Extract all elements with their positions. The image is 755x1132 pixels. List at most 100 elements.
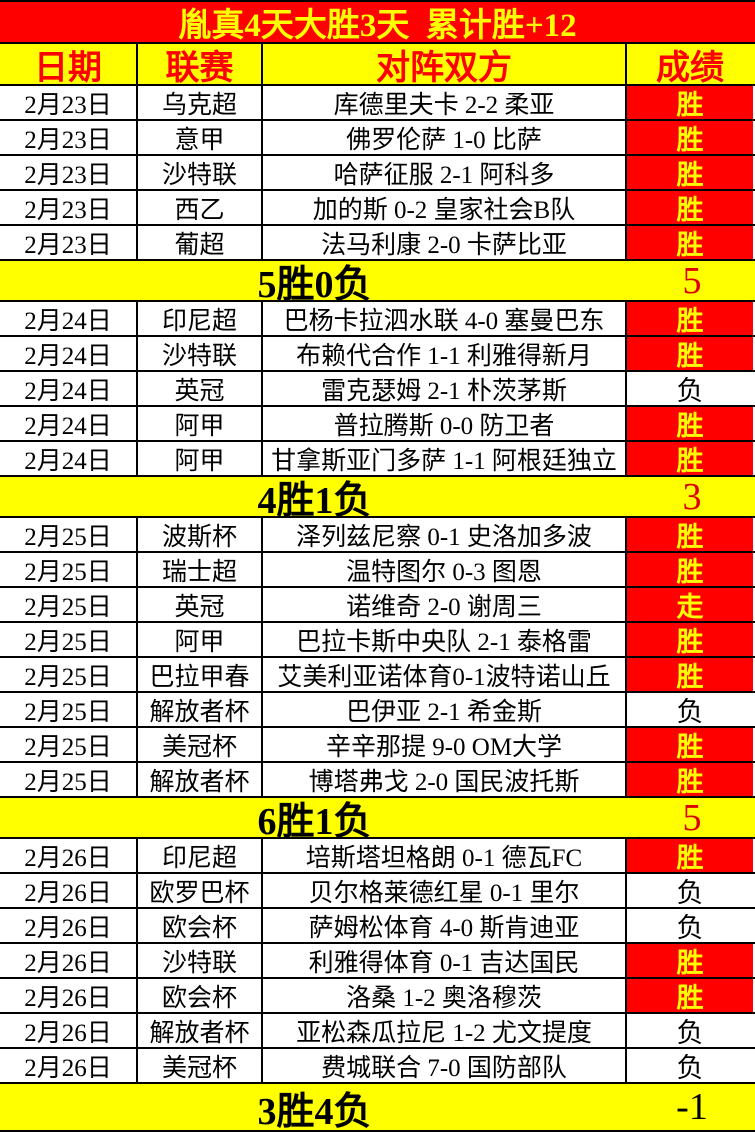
- match-cell: 博塔弗戈 2-0 国民波托斯: [263, 763, 627, 796]
- league-cell: 意甲: [138, 121, 263, 154]
- league-cell: 阿甲: [138, 442, 263, 475]
- league-cell: 乌克超: [138, 86, 263, 119]
- result-cell: 胜: [627, 623, 753, 656]
- summary-row: 4胜1负 3: [0, 477, 755, 518]
- match-cell: 温特图尔 0-3 图恩: [263, 553, 627, 586]
- league-cell: 英冠: [138, 588, 263, 621]
- date-cell: 2月25日: [0, 623, 138, 656]
- league-cell: 英冠: [138, 372, 263, 405]
- date-cell: 2月25日: [0, 588, 138, 621]
- table-row: 2月25日 英冠 诺维奇 2-0 谢周三走: [0, 588, 755, 623]
- date-cell: 2月23日: [0, 156, 138, 189]
- match-cell: 普拉腾斯 0-0 防卫者: [263, 407, 627, 440]
- result-cell: 胜: [627, 518, 753, 551]
- league-cell: 印尼超: [138, 302, 263, 335]
- match-cell: 佛罗伦萨 1-0 比萨: [263, 121, 627, 154]
- header-date: 日期: [0, 44, 138, 84]
- result-cell: 负: [627, 909, 753, 942]
- league-cell: 沙特联: [138, 156, 263, 189]
- date-cell: 2月26日: [0, 1014, 138, 1047]
- date-cell: 2月26日: [0, 874, 138, 907]
- date-cell: 2月25日: [0, 728, 138, 761]
- match-cell: 利雅得体育 0-1 吉达国民: [263, 944, 627, 977]
- league-cell: 印尼超: [138, 839, 263, 872]
- match-cell: 萨姆松体育 4-0 斯肯迪亚: [263, 909, 627, 942]
- date-cell: 2月24日: [0, 372, 138, 405]
- table-row: 2月24日 印尼超 巴杨卡拉泗水联 4-0 塞曼巴东胜: [0, 302, 755, 337]
- result-cell: 胜: [627, 658, 753, 691]
- result-cell: 负: [627, 1014, 753, 1047]
- match-cell: 贝尔格莱德红星 0-1 里尔: [263, 874, 627, 907]
- match-cell: 雷克瑟姆 2-1 朴茨茅斯: [263, 372, 627, 405]
- result-cell: 胜: [627, 944, 753, 977]
- result-cell: 胜: [627, 226, 753, 259]
- match-cell: 诺维奇 2-0 谢周三: [263, 588, 627, 621]
- league-cell: 解放者杯: [138, 1014, 263, 1047]
- table-row: 2月24日 阿甲 甘拿斯亚门多萨 1-1 阿根廷独立胜: [0, 442, 755, 477]
- league-cell: 美冠杯: [138, 728, 263, 761]
- result-cell: 胜: [627, 337, 753, 370]
- result-cell: 胜: [627, 839, 753, 872]
- match-cell: 泽列兹尼察 0-1 史洛加多波: [263, 518, 627, 551]
- league-cell: 波斯杯: [138, 518, 263, 551]
- table-row: 2月25日 美冠杯 辛辛那提 9-0 OM大学胜: [0, 728, 755, 763]
- date-cell: 2月23日: [0, 226, 138, 259]
- date-cell: 2月26日: [0, 839, 138, 872]
- table-row: 2月23日 乌克超 库德里夫卡 2-2 柔亚胜: [0, 86, 755, 121]
- table-row: 2月25日 瑞士超 温特图尔 0-3 图恩胜: [0, 553, 755, 588]
- date-cell: 2月23日: [0, 86, 138, 119]
- summary-row: 3胜4负 -1: [0, 1084, 755, 1132]
- table-row: 2月26日 印尼超 培斯塔坦格朗 0-1 德瓦FC 胜: [0, 839, 755, 874]
- table-row: 2月26日 沙特联 利雅得体育 0-1 吉达国民胜: [0, 944, 755, 979]
- table-row: 2月24日 阿甲 普拉腾斯 0-0 防卫者胜: [0, 407, 755, 442]
- league-cell: 解放者杯: [138, 693, 263, 726]
- result-cell: 胜: [627, 442, 753, 475]
- header-matchup: 对阵双方: [263, 44, 627, 84]
- league-cell: 阿甲: [138, 623, 263, 656]
- match-cell: 辛辛那提 9-0 OM大学: [263, 728, 627, 761]
- result-cell: 胜: [627, 407, 753, 440]
- table-row: 2月25日 解放者杯 博塔弗戈 2-0 国民波托斯胜: [0, 763, 755, 798]
- match-cell: 艾美利亚诺体育0-1波特诺山丘: [263, 658, 627, 691]
- result-cell: 负: [627, 372, 753, 405]
- league-cell: 美冠杯: [138, 1049, 263, 1082]
- summary-score: 3: [682, 477, 702, 516]
- league-cell: 葡超: [138, 226, 263, 259]
- result-cell: 胜: [627, 979, 753, 1012]
- league-cell: 沙特联: [138, 944, 263, 977]
- table-row: 2月24日 沙特联 布赖代合作 1-1 利雅得新月胜: [0, 337, 755, 372]
- header-result: 成绩: [656, 49, 724, 85]
- match-cell: 巴伊亚 2-1 希金斯: [263, 693, 627, 726]
- summary-record: 5胜0负: [257, 264, 372, 300]
- summary-score: -1: [676, 1086, 708, 1128]
- summary-row: 5胜0负 5: [0, 261, 755, 302]
- league-cell: 欧会杯: [138, 979, 263, 1012]
- match-cell: 布赖代合作 1-1 利雅得新月: [263, 337, 627, 370]
- table-row: 2月26日 欧罗巴杯 贝尔格莱德红星 0-1 里尔负: [0, 874, 755, 909]
- result-cell: 胜: [627, 302, 753, 335]
- date-cell: 2月26日: [0, 909, 138, 942]
- match-cell: 亚松森瓜拉尼 1-2 尤文提度: [263, 1014, 627, 1047]
- result-cell: 负: [627, 1049, 753, 1082]
- date-cell: 2月24日: [0, 442, 138, 475]
- match-cell: 甘拿斯亚门多萨 1-1 阿根廷独立: [263, 442, 627, 475]
- summary-row: 6胜1负 5: [0, 798, 755, 839]
- result-cell: 走: [627, 588, 753, 621]
- date-cell: 2月26日: [0, 944, 138, 977]
- summary-record: 6胜1负: [257, 801, 372, 837]
- table-row: 2月23日 意甲 佛罗伦萨 1-0 比萨胜: [0, 121, 755, 156]
- league-cell: 解放者杯: [138, 763, 263, 796]
- match-cell: 库德里夫卡 2-2 柔亚: [263, 86, 627, 119]
- header-league: 联赛: [138, 44, 263, 84]
- match-cell: 培斯塔坦格朗 0-1 德瓦FC: [263, 839, 627, 872]
- table-row: 2月23日 葡超 法马利康 2-0 卡萨比亚胜: [0, 226, 755, 261]
- date-cell: 2月25日: [0, 658, 138, 691]
- date-cell: 2月25日: [0, 518, 138, 551]
- table-row: 2月25日 阿甲 巴拉卡斯中央队 2-1 泰格雷胜: [0, 623, 755, 658]
- result-cell: 负: [627, 874, 753, 907]
- table-row: 2月26日 欧会杯 萨姆松体育 4-0 斯肯迪亚负: [0, 909, 755, 944]
- match-cell: 加的斯 0-2 皇家社会B队: [263, 191, 627, 224]
- table-row: 2月25日 波斯杯 泽列兹尼察 0-1 史洛加多波胜: [0, 518, 755, 553]
- summary-score: 5: [682, 798, 702, 837]
